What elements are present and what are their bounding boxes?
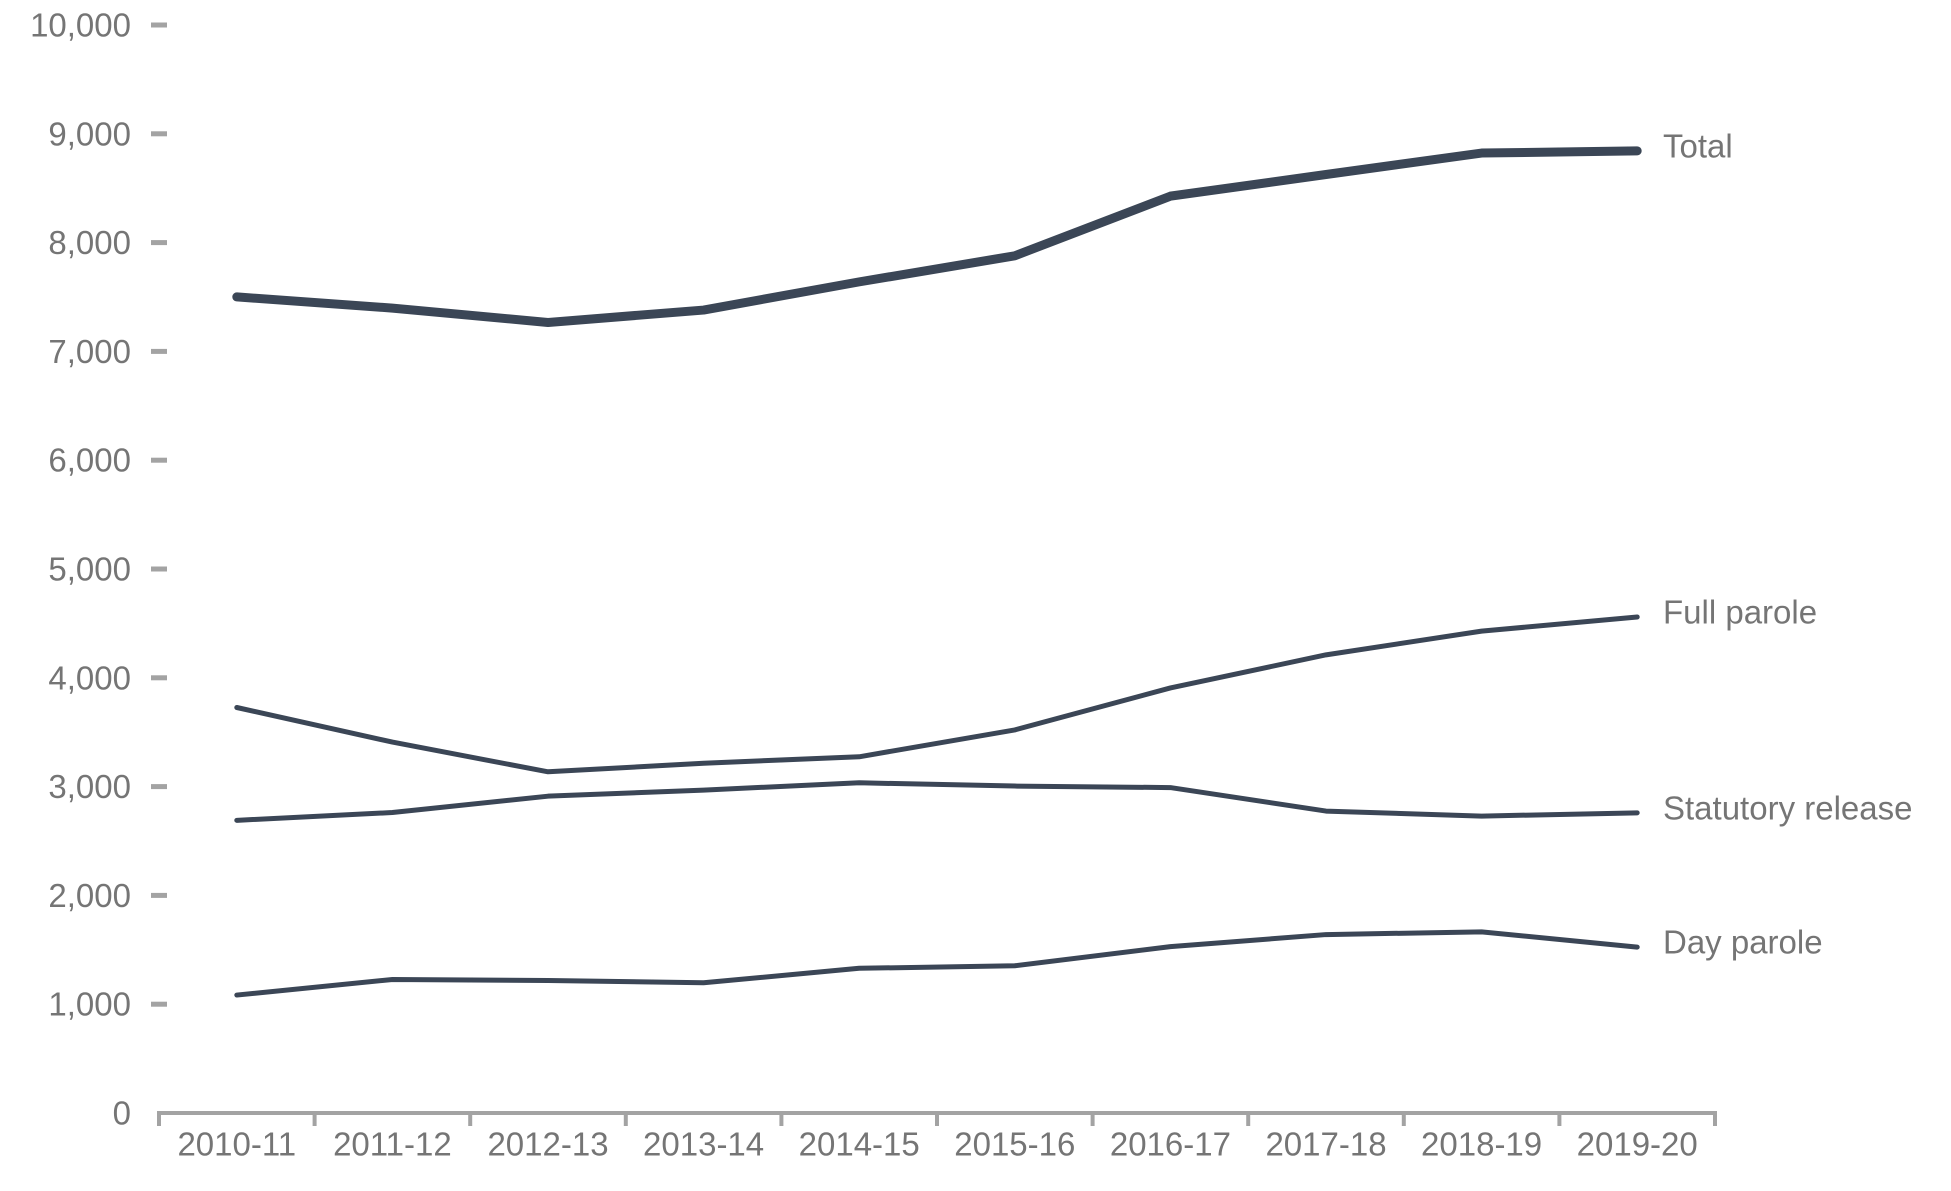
y-axis-tick-label: 6,000 <box>48 442 131 479</box>
x-axis-tick-label: 2017-18 <box>1265 1126 1386 1163</box>
y-axis-tick-dash <box>151 22 167 28</box>
y-axis-labels: 0 1,000 2,000 3,000 4,000 5,000 6,000 7,000 8,00… <box>30 7 131 1132</box>
y-axis-tick-dash <box>151 892 167 898</box>
y-axis-tick-dash <box>151 457 167 463</box>
x-axis-tick-label: 2010-11 <box>177 1126 296 1163</box>
y-axis-tick-label: 2,000 <box>48 877 131 914</box>
series-lines <box>232 146 1642 998</box>
y-axis-tick-label: 5,000 <box>48 551 131 588</box>
x-axis-tick-label: 2011-12 <box>333 1126 452 1163</box>
y-axis-tick-label: 3,000 <box>48 768 131 805</box>
series-end-labels: Total Full parole Statutory release Day par… <box>1663 127 1912 960</box>
series-label-full-parole: Full parole <box>1663 593 1817 630</box>
x-axis-tick-label: 2015-16 <box>954 1126 1075 1163</box>
series-label-statutory-release: Statutory release <box>1663 789 1912 826</box>
series-label-total: Total <box>1663 127 1733 164</box>
y-axis-tick-label: 4,000 <box>48 659 131 696</box>
y-axis-tick-dash <box>151 784 167 790</box>
y-axis-tick-dash <box>151 1001 167 1007</box>
x-axis-labels: 2010-11 2011-12 2012-13 2013-14 2014-15 2015-… <box>177 1126 1697 1163</box>
y-axis-tick-dash <box>151 675 167 681</box>
x-axis-tick-label: 2016-17 <box>1110 1126 1231 1163</box>
x-axis-tick-label: 2018-19 <box>1421 1126 1542 1163</box>
y-axis-tick-label: 1,000 <box>48 986 131 1023</box>
x-axis <box>157 1111 1717 1126</box>
x-axis-tick-label: 2019-20 <box>1577 1126 1698 1163</box>
x-axis-tick-label: 2012-13 <box>487 1126 608 1163</box>
y-axis-tick-label: 10,000 <box>30 7 131 44</box>
series-line-statutory-release <box>234 780 1640 823</box>
y-axis-tick-label: 9,000 <box>48 115 131 152</box>
y-axis-tick-dashes <box>151 22 167 1007</box>
y-axis-tick-dash <box>151 566 167 572</box>
series-label-day-parole: Day parole <box>1663 924 1823 961</box>
series-line-full-parole <box>234 614 1640 775</box>
y-axis-tick-label: 8,000 <box>48 224 131 261</box>
series-line-total <box>232 146 1642 327</box>
x-axis-tick-label: 2013-14 <box>643 1126 764 1163</box>
y-axis-tick-dash <box>151 240 167 246</box>
series-line-day-parole <box>234 929 1640 998</box>
y-axis-tick-label: 0 <box>113 1095 131 1132</box>
x-axis-tick-label: 2014-15 <box>799 1126 920 1163</box>
y-axis-tick-label: 7,000 <box>48 333 131 370</box>
y-axis-tick-dash <box>151 131 167 137</box>
y-axis-tick-dash <box>151 348 167 354</box>
